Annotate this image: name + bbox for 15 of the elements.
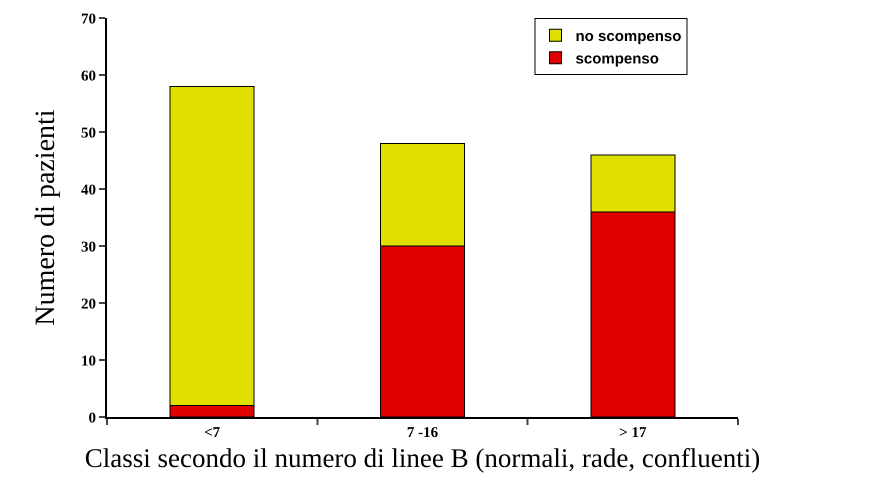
y-tick-label: 0 (88, 410, 96, 426)
y-tick-label: 20 (81, 296, 96, 312)
x-tick-label: <7 (204, 425, 221, 441)
y-tick-label: 50 (81, 125, 96, 142)
y-axis-title: Numero di pazienti (30, 109, 62, 326)
legend-label: no scompenso (576, 28, 682, 46)
y-tick-label: 40 (81, 182, 96, 198)
x-axis-title: Classi secondo il numero di linee B (normali, rade, confluenti) (84, 442, 760, 473)
y-tick-label: 60 (81, 68, 96, 84)
legend-label: scompenso (576, 50, 659, 68)
y-tick-label: 70 (81, 11, 96, 28)
y-tick-label: 30 (81, 239, 96, 256)
x-tick-label: > 17 (619, 425, 647, 441)
x-tick-label: 7 -16 (406, 425, 439, 441)
y-tick-label: 10 (81, 353, 96, 370)
